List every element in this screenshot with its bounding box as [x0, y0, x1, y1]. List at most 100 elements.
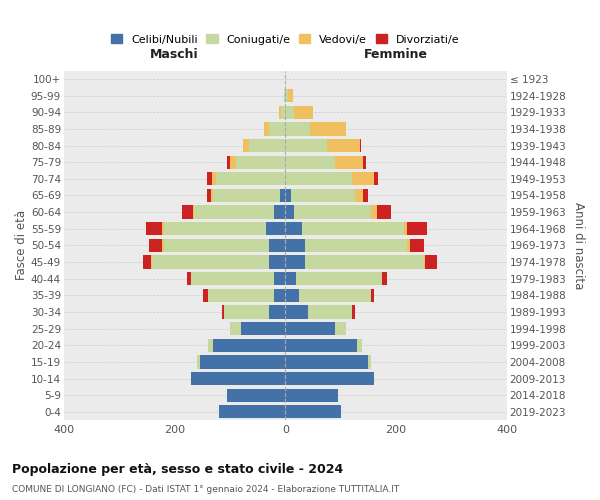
Bar — [164, 238, 269, 252]
Y-axis label: Anni di nascita: Anni di nascita — [572, 202, 585, 289]
Bar — [214, 338, 286, 352]
Bar — [286, 306, 308, 318]
Bar — [286, 338, 358, 352]
Bar — [352, 172, 374, 186]
Bar — [221, 306, 224, 318]
Bar — [163, 238, 164, 252]
Bar — [269, 238, 286, 252]
Bar — [286, 238, 305, 252]
Bar — [279, 106, 281, 119]
Bar — [286, 288, 299, 302]
Bar — [286, 222, 302, 235]
Bar — [151, 256, 152, 268]
Bar — [374, 172, 379, 186]
Bar — [274, 288, 286, 302]
Bar — [286, 172, 352, 186]
Bar — [305, 238, 407, 252]
Bar — [197, 355, 200, 368]
Bar — [208, 288, 274, 302]
Bar — [371, 206, 377, 219]
Bar — [284, 89, 286, 102]
Bar — [227, 388, 286, 402]
Bar — [236, 156, 286, 169]
Bar — [286, 89, 288, 102]
Bar — [299, 288, 371, 302]
Bar — [241, 322, 286, 336]
Bar — [425, 256, 437, 268]
Bar — [216, 172, 286, 186]
Bar — [230, 156, 236, 169]
Bar — [212, 172, 216, 186]
Bar — [407, 238, 410, 252]
Bar — [227, 156, 230, 169]
Bar — [286, 156, 335, 169]
Bar — [286, 355, 368, 368]
Bar — [164, 222, 266, 235]
Bar — [363, 156, 365, 169]
Bar — [286, 372, 374, 385]
Text: Maschi: Maschi — [150, 48, 199, 60]
Bar — [358, 338, 362, 352]
Bar — [200, 355, 286, 368]
Bar — [368, 355, 371, 368]
Bar — [286, 106, 293, 119]
Bar — [194, 206, 274, 219]
Bar — [243, 139, 250, 152]
Bar — [286, 388, 338, 402]
Bar — [280, 189, 286, 202]
Bar — [269, 306, 286, 318]
Bar — [274, 272, 286, 285]
Bar — [327, 139, 360, 152]
Bar — [407, 222, 427, 235]
Bar — [152, 256, 269, 268]
Bar — [286, 322, 335, 336]
Bar — [207, 172, 212, 186]
Bar — [286, 256, 305, 268]
Bar — [214, 189, 280, 202]
Y-axis label: Fasce di età: Fasce di età — [15, 210, 28, 280]
Bar — [360, 139, 361, 152]
Bar — [266, 222, 286, 235]
Bar — [219, 405, 286, 418]
Text: Popolazione per età, sesso e stato civile - 2024: Popolazione per età, sesso e stato civil… — [12, 462, 343, 475]
Bar — [281, 106, 286, 119]
Bar — [146, 222, 163, 235]
Bar — [410, 238, 424, 252]
Bar — [305, 256, 424, 268]
Legend: Celibi/Nubili, Coniugati/e, Vedovi/e, Divorziati/e: Celibi/Nubili, Coniugati/e, Vedovi/e, Di… — [111, 34, 460, 44]
Bar — [286, 272, 296, 285]
Bar — [230, 322, 241, 336]
Bar — [269, 256, 286, 268]
Bar — [286, 122, 310, 136]
Bar — [211, 189, 214, 202]
Bar — [286, 206, 293, 219]
Bar — [355, 189, 363, 202]
Bar — [302, 222, 404, 235]
Bar — [193, 206, 194, 219]
Bar — [371, 288, 374, 302]
Bar — [286, 405, 341, 418]
Bar — [250, 139, 286, 152]
Bar — [265, 122, 269, 136]
Bar — [424, 256, 425, 268]
Bar — [296, 272, 382, 285]
Bar — [382, 272, 387, 285]
Bar — [293, 206, 371, 219]
Bar — [404, 222, 407, 235]
Bar — [335, 322, 346, 336]
Text: COMUNE DI LONGIANO (FC) - Dati ISTAT 1° gennaio 2024 - Elaborazione TUTTITALIA.I: COMUNE DI LONGIANO (FC) - Dati ISTAT 1° … — [12, 485, 399, 494]
Bar — [187, 272, 191, 285]
Bar — [274, 206, 286, 219]
Bar — [163, 222, 164, 235]
Bar — [191, 372, 286, 385]
Bar — [286, 139, 327, 152]
Bar — [143, 256, 151, 268]
Bar — [149, 238, 163, 252]
Bar — [293, 106, 313, 119]
Bar — [203, 288, 208, 302]
Bar — [207, 189, 211, 202]
Bar — [208, 338, 214, 352]
Bar — [377, 206, 391, 219]
Bar — [224, 306, 269, 318]
Bar — [286, 189, 291, 202]
